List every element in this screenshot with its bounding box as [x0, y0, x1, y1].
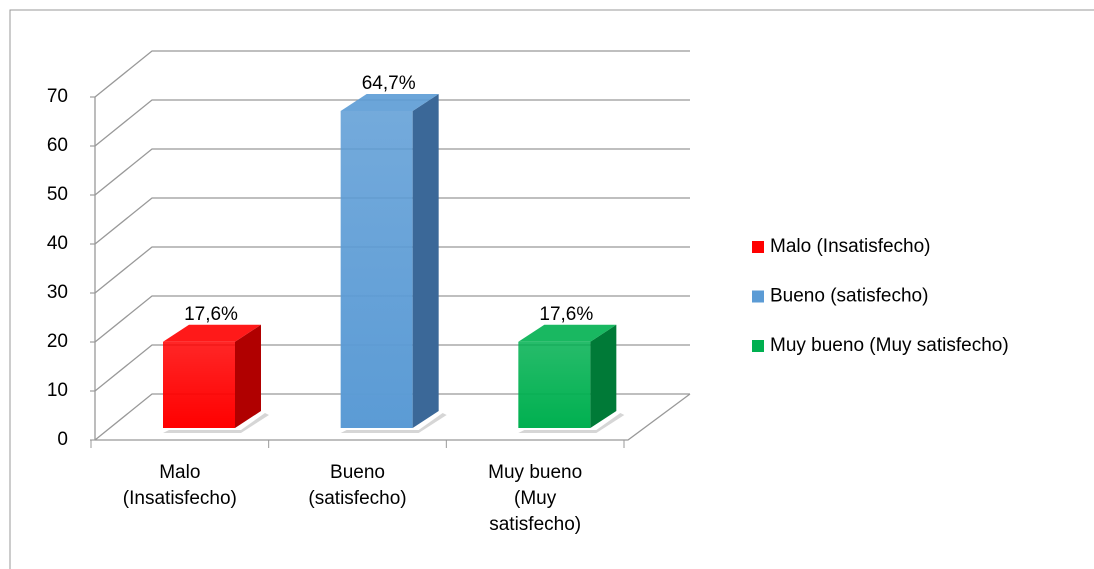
bar-front — [163, 341, 235, 428]
x-tick-label: Bueno (satisfecho) — [308, 462, 407, 509]
bar-shadow — [163, 413, 269, 433]
legend-label: Malo (Insatisfecho) — [770, 236, 931, 257]
floor-edge — [95, 393, 691, 441]
bar — [518, 324, 625, 433]
grid-line — [94, 344, 690, 392]
grid-line — [94, 246, 690, 294]
y-tick-label: 50 — [47, 184, 68, 205]
bar — [163, 324, 269, 433]
x-tick-label: Malo (Insatisfecho) — [122, 462, 237, 509]
bar-top — [340, 93, 439, 111]
legend-swatch — [752, 290, 764, 303]
bar-front — [340, 110, 413, 428]
bar-side — [235, 324, 261, 428]
bar-top — [518, 324, 617, 342]
bar-top — [163, 324, 261, 342]
bar — [340, 93, 447, 433]
grid-line — [94, 197, 690, 245]
value-label: 17,6% — [184, 304, 238, 325]
grid-line — [94, 50, 690, 98]
x-tick-label: Muy bueno (Muy satisfecho) — [488, 462, 583, 535]
y-tick-label: 20 — [47, 331, 68, 352]
y-tick-label: 40 — [47, 233, 68, 254]
legend-label: Muy bueno (Muy satisfecho) — [770, 335, 1009, 356]
bar-front — [518, 341, 591, 428]
y-tick-label: 10 — [47, 380, 68, 401]
grid-line — [94, 295, 690, 343]
legend-swatch — [752, 241, 764, 253]
y-tick-label: 60 — [47, 135, 68, 156]
bar-side — [590, 324, 617, 428]
legend-swatch — [752, 340, 764, 352]
bar-shadow — [340, 413, 447, 433]
chart-frame — [9, 9, 1094, 569]
legend-label: Bueno (satisfecho) — [770, 286, 928, 307]
grid-line — [94, 148, 690, 196]
grid-line — [94, 99, 690, 147]
bar-side — [412, 93, 439, 428]
bar-shadow — [518, 413, 625, 433]
value-label: 17,6% — [539, 304, 593, 325]
y-tick-label: 70 — [47, 86, 68, 107]
grid-line — [94, 393, 690, 441]
y-tick-label: 0 — [57, 429, 68, 450]
value-label: 64,7% — [362, 73, 416, 94]
y-tick-label: 30 — [47, 282, 68, 303]
